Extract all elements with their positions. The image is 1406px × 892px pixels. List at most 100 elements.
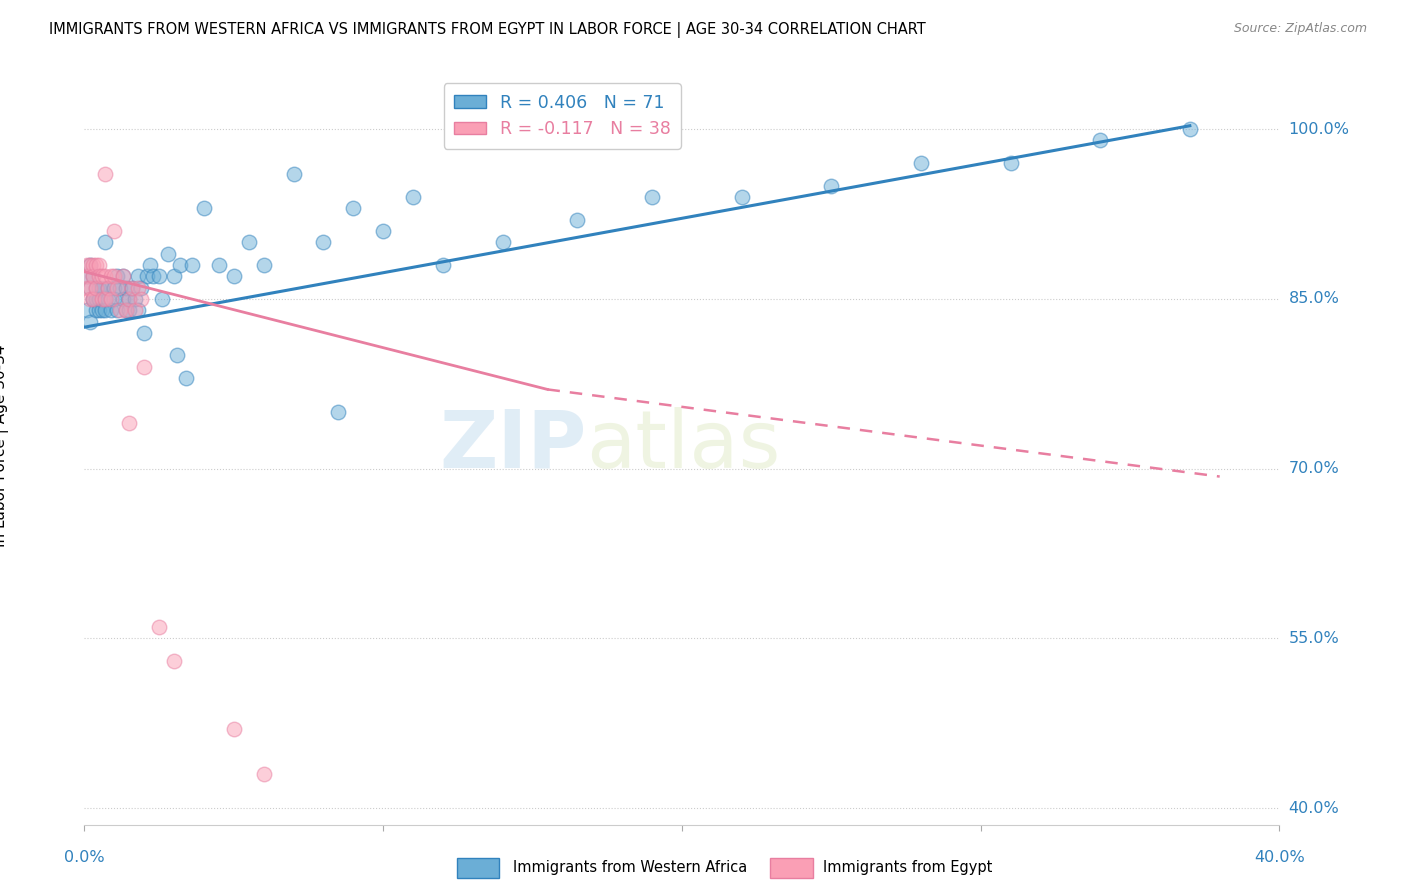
Point — [193, 202, 215, 216]
Point — [89, 280, 111, 294]
Point — [76, 303, 98, 318]
Text: 40.0%: 40.0% — [1254, 850, 1305, 865]
Point — [127, 303, 149, 318]
Point — [1178, 122, 1201, 136]
Point — [89, 303, 111, 318]
Point — [731, 190, 754, 204]
Point — [97, 280, 120, 294]
Point — [94, 292, 117, 306]
Point — [132, 326, 156, 340]
Point — [112, 269, 135, 284]
Point — [89, 258, 111, 272]
Point — [402, 190, 425, 204]
Point — [169, 258, 191, 272]
Point — [103, 269, 125, 284]
Point — [86, 280, 108, 294]
Point — [100, 303, 122, 318]
Point — [124, 292, 146, 306]
Text: 40.0%: 40.0% — [1288, 801, 1339, 815]
Text: Immigrants from Western Africa: Immigrants from Western Africa — [513, 860, 748, 874]
Point — [166, 349, 188, 363]
Point — [181, 258, 204, 272]
Point — [94, 292, 117, 306]
Point — [567, 212, 589, 227]
Point — [328, 405, 350, 419]
Point — [94, 269, 117, 284]
Point — [82, 292, 104, 306]
Point — [124, 303, 146, 318]
Text: Source: ZipAtlas.com: Source: ZipAtlas.com — [1233, 22, 1367, 36]
Point — [115, 303, 138, 318]
Point — [1090, 133, 1112, 147]
Point — [641, 190, 664, 204]
Text: Immigrants from Egypt: Immigrants from Egypt — [823, 860, 991, 874]
Point — [127, 269, 149, 284]
Text: 85.0%: 85.0% — [1288, 292, 1340, 306]
Point — [97, 292, 120, 306]
Point — [142, 269, 165, 284]
Point — [79, 258, 101, 272]
Point — [820, 178, 842, 193]
Point — [94, 235, 117, 250]
Point — [82, 269, 104, 284]
Text: 55.0%: 55.0% — [1288, 631, 1339, 646]
Point — [86, 292, 108, 306]
Point — [132, 359, 156, 374]
Point — [76, 258, 98, 272]
Point — [163, 269, 186, 284]
Point — [432, 258, 454, 272]
Point — [91, 280, 114, 294]
Point — [82, 292, 104, 306]
Point — [82, 258, 104, 272]
Point — [94, 168, 117, 182]
Point — [105, 303, 128, 318]
Point — [139, 258, 162, 272]
Text: ZIP: ZIP — [439, 407, 586, 485]
Text: atlas: atlas — [586, 407, 780, 485]
Point — [89, 292, 111, 306]
Point — [342, 202, 364, 216]
Point — [110, 280, 132, 294]
Point — [208, 258, 231, 272]
Point — [112, 292, 135, 306]
Point — [79, 258, 101, 272]
Point — [910, 156, 932, 170]
Point — [105, 280, 128, 294]
Point — [76, 269, 98, 284]
Point — [94, 303, 117, 318]
Point — [103, 224, 125, 238]
Point — [97, 280, 120, 294]
Point — [112, 269, 135, 284]
Point — [79, 292, 101, 306]
Text: In Labor Force | Age 30-34: In Labor Force | Age 30-34 — [0, 344, 8, 548]
Point — [91, 303, 114, 318]
Point — [100, 292, 122, 306]
Text: IMMIGRANTS FROM WESTERN AFRICA VS IMMIGRANTS FROM EGYPT IN LABOR FORCE | AGE 30-: IMMIGRANTS FROM WESTERN AFRICA VS IMMIGR… — [49, 22, 927, 38]
Point — [79, 280, 101, 294]
Point — [127, 280, 149, 294]
Point — [76, 269, 98, 284]
Point — [174, 371, 197, 385]
Point — [118, 292, 141, 306]
Point — [118, 417, 141, 431]
Point — [148, 269, 170, 284]
Point — [283, 168, 305, 182]
Point — [148, 620, 170, 634]
Point — [163, 654, 186, 668]
Point — [373, 224, 395, 238]
Point — [136, 269, 159, 284]
Point — [121, 280, 143, 294]
Point — [103, 280, 125, 294]
Point — [115, 303, 138, 318]
Point — [86, 280, 108, 294]
Point — [82, 292, 104, 306]
Legend: R = 0.406   N = 71, R = -0.117   N = 38: R = 0.406 N = 71, R = -0.117 N = 38 — [444, 83, 681, 149]
Point — [82, 269, 104, 284]
Point — [312, 235, 335, 250]
Point — [89, 269, 111, 284]
Point — [86, 258, 108, 272]
Point — [118, 292, 141, 306]
Point — [79, 280, 101, 294]
Point — [79, 314, 101, 328]
Point — [110, 303, 132, 318]
